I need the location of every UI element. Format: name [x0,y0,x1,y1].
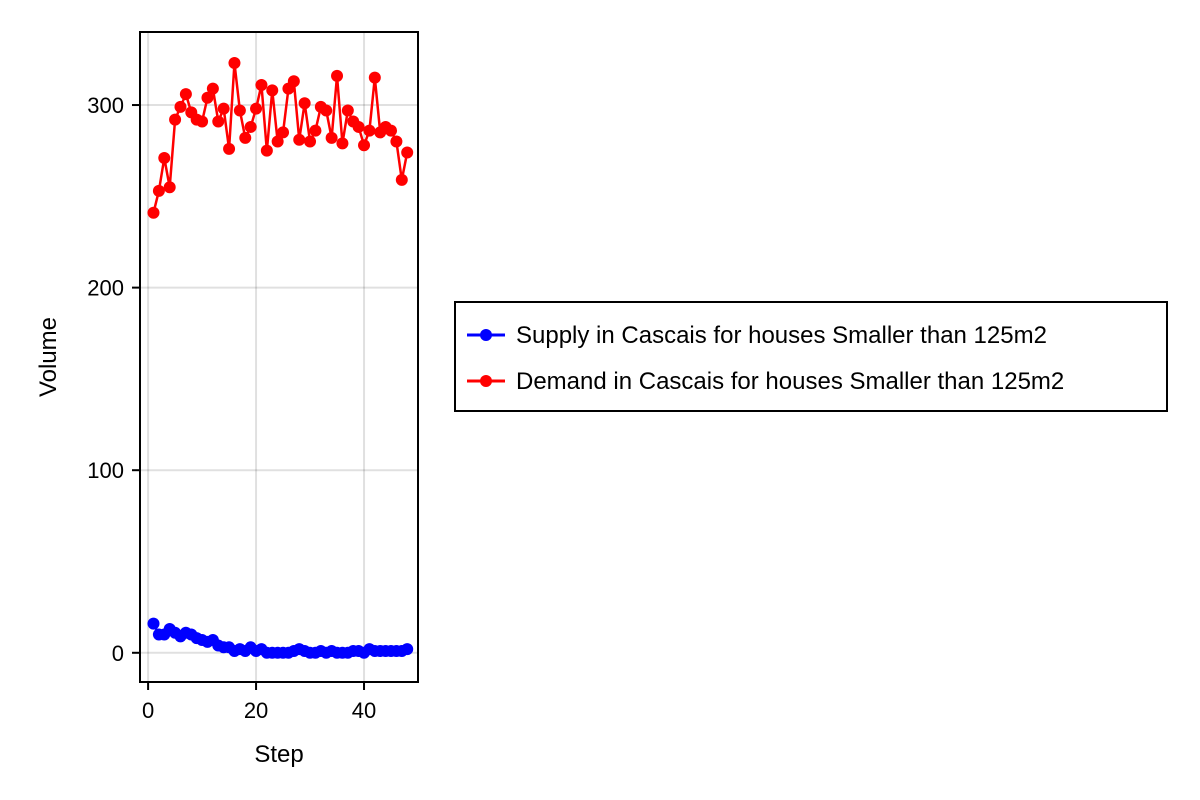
data-point [223,142,236,155]
series-demand [147,57,414,219]
legend-entry-demand: Demand in Cascais for houses Smaller tha… [467,368,1064,395]
data-point [401,643,414,656]
legend-entry-supply: Supply in Cascais for houses Smaller tha… [467,322,1047,349]
data-point [309,124,322,137]
data-point [363,124,376,137]
data-point [196,115,209,128]
x-tick-label: 0 [142,698,154,723]
data-point [401,146,414,159]
data-point [385,124,398,137]
data-point [228,57,241,70]
data-point [158,151,171,164]
data-point [233,104,246,117]
x-tick-label: 40 [352,698,376,723]
y-tick-label: 100 [87,458,124,483]
data-point [277,126,290,139]
data-point [179,88,192,101]
data-point [244,120,257,133]
y-tick-label: 300 [87,93,124,118]
data-point [206,82,219,95]
data-point [152,184,165,197]
legend: Supply in Cascais for houses Smaller tha… [454,301,1168,412]
data-point [217,102,230,115]
data-point [169,113,182,126]
data-point [320,104,333,117]
tick-layer: 0 20 40 0 100 200 300 [87,93,376,723]
x-tick-label: 20 [244,698,268,723]
data-point [271,135,284,148]
data-point [390,135,403,148]
data-point [304,135,317,148]
data-point [298,97,311,110]
data-point [250,102,263,115]
data-point [201,91,214,104]
legend-label-supply: Supply in Cascais for houses Smaller tha… [516,322,1047,349]
data-point [255,78,268,91]
plot-frame [139,31,419,683]
data-point [163,181,176,194]
data-point [212,115,225,128]
data-point [331,69,344,82]
data-point [287,75,300,88]
data-point [395,173,408,186]
data-point [293,133,306,146]
data-point [147,617,160,630]
series-layer [147,57,414,659]
data-point [260,144,273,157]
legend-marker-supply [480,329,492,341]
legend-box [454,301,1168,412]
data-point [336,137,349,150]
legend-marker-demand [480,375,492,387]
data-point [266,84,279,97]
data-point [174,100,187,113]
data-point [368,71,381,84]
data-point [239,131,252,144]
data-point [352,120,365,133]
data-point [147,206,160,219]
series-supply [147,617,414,659]
y-axis-label: Volume [35,317,62,397]
x-axis-label: Step [254,741,303,768]
legend-label-demand: Demand in Cascais for houses Smaller tha… [516,368,1064,395]
data-point [325,131,338,144]
y-tick-label: 0 [112,641,124,666]
y-tick-label: 200 [87,276,124,301]
data-point [341,104,354,117]
data-point [358,139,371,152]
